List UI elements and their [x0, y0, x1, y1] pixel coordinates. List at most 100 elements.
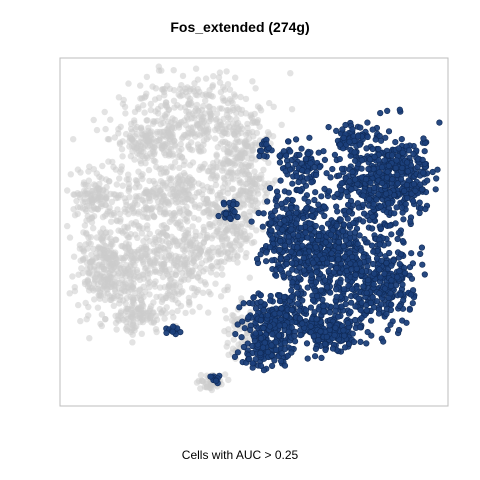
background-cell-point	[102, 243, 110, 250]
active-cell-point	[342, 121, 349, 129]
active-cell-point	[250, 294, 257, 301]
background-cell-point	[130, 296, 137, 303]
active-cell-point	[268, 219, 275, 226]
background-cell-point	[119, 153, 126, 160]
background-cell-point	[184, 93, 191, 100]
active-cell-point	[350, 338, 358, 346]
background-cell-point	[151, 213, 158, 221]
background-cell-point	[174, 288, 181, 295]
active-cell-point	[336, 172, 343, 179]
background-cell-point	[223, 315, 230, 322]
background-cell-point	[182, 309, 189, 317]
active-cell-point	[412, 187, 419, 194]
active-cell-point	[344, 320, 352, 327]
active-cell-point	[280, 272, 287, 280]
background-cell-point	[131, 311, 139, 318]
active-cell-point	[293, 284, 301, 291]
background-cell-point	[254, 200, 261, 207]
background-cell-point	[242, 188, 249, 195]
background-cell-point	[146, 279, 153, 286]
background-cell-point	[230, 336, 237, 343]
background-cell-point	[131, 248, 138, 256]
background-cell-point	[115, 125, 122, 133]
background-cell-point	[98, 203, 105, 210]
active-cell-point	[258, 335, 265, 342]
background-cell-point	[241, 228, 248, 235]
background-cell-point	[181, 198, 188, 205]
background-cell-point	[213, 259, 221, 266]
background-cell-point	[206, 223, 214, 231]
background-cell-point	[157, 102, 165, 110]
plot-title: Fos_extended (274g)	[170, 19, 310, 35]
background-cell-point	[249, 78, 256, 85]
active-cell-point	[291, 333, 298, 340]
background-cell-point	[129, 339, 136, 346]
active-cell-point	[363, 307, 370, 314]
background-cell-point	[172, 296, 179, 304]
active-cell-point	[360, 283, 367, 290]
active-cell-point	[410, 198, 417, 205]
active-cell-point	[391, 210, 398, 217]
active-cell-point	[340, 134, 347, 141]
background-cell-point	[83, 316, 90, 323]
active-cell-point	[333, 203, 340, 210]
background-cell-point	[135, 210, 142, 217]
active-cell-point	[376, 169, 383, 176]
background-cell-point	[253, 181, 260, 188]
background-cell-point	[89, 271, 96, 278]
background-cell-point	[90, 203, 97, 211]
background-cell-point	[87, 240, 94, 247]
background-cell-point	[175, 178, 183, 186]
background-cell-point	[165, 282, 173, 289]
active-cell-point	[363, 176, 370, 183]
background-cell-point	[70, 253, 78, 260]
active-cell-point	[360, 254, 367, 261]
background-cell-point	[131, 262, 138, 269]
background-cell-point	[186, 87, 193, 95]
active-cell-point	[352, 303, 359, 310]
background-cell-point	[90, 196, 98, 203]
background-cell-point	[221, 287, 228, 294]
background-cell-point	[103, 195, 110, 202]
background-cell-point	[237, 179, 245, 186]
active-cell-point	[289, 266, 296, 273]
background-cell-point	[195, 107, 202, 115]
active-cell-point	[312, 222, 319, 230]
background-cell-point	[241, 149, 248, 157]
background-cell-point	[182, 132, 189, 139]
active-cell-point	[399, 209, 406, 216]
active-cell-point	[318, 224, 326, 231]
background-cell-point	[161, 112, 169, 119]
active-cell-point	[257, 362, 265, 370]
active-cell-point	[396, 326, 403, 334]
active-cell-point	[307, 160, 314, 167]
active-cell-point	[289, 260, 296, 267]
background-cell-point	[230, 229, 237, 237]
background-cell-point	[213, 174, 220, 181]
active-cell-point	[313, 316, 320, 323]
active-cell-point	[207, 373, 214, 380]
active-cell-point	[321, 185, 328, 192]
background-cell-point	[167, 276, 174, 283]
active-cell-point	[380, 338, 387, 345]
active-cell-point	[335, 239, 342, 246]
active-cell-point	[369, 145, 376, 153]
background-cell-point	[85, 234, 92, 241]
active-cell-point	[424, 177, 431, 184]
background-cell-point	[148, 152, 155, 160]
active-cell-point	[385, 200, 392, 207]
background-cell-point	[180, 161, 188, 169]
background-cell-point	[141, 94, 148, 101]
background-cell-point	[170, 97, 178, 105]
background-cell-point	[165, 125, 172, 132]
background-cell-point	[168, 212, 176, 219]
active-cell-point	[236, 304, 243, 311]
active-cell-point	[296, 315, 304, 322]
background-cell-point	[196, 232, 204, 239]
background-cell-point	[192, 228, 199, 235]
background-cell-point	[152, 278, 159, 285]
active-cell-point	[381, 157, 388, 164]
active-cell-point	[358, 315, 365, 322]
active-cell-point	[408, 250, 415, 257]
background-cell-point	[206, 213, 213, 220]
